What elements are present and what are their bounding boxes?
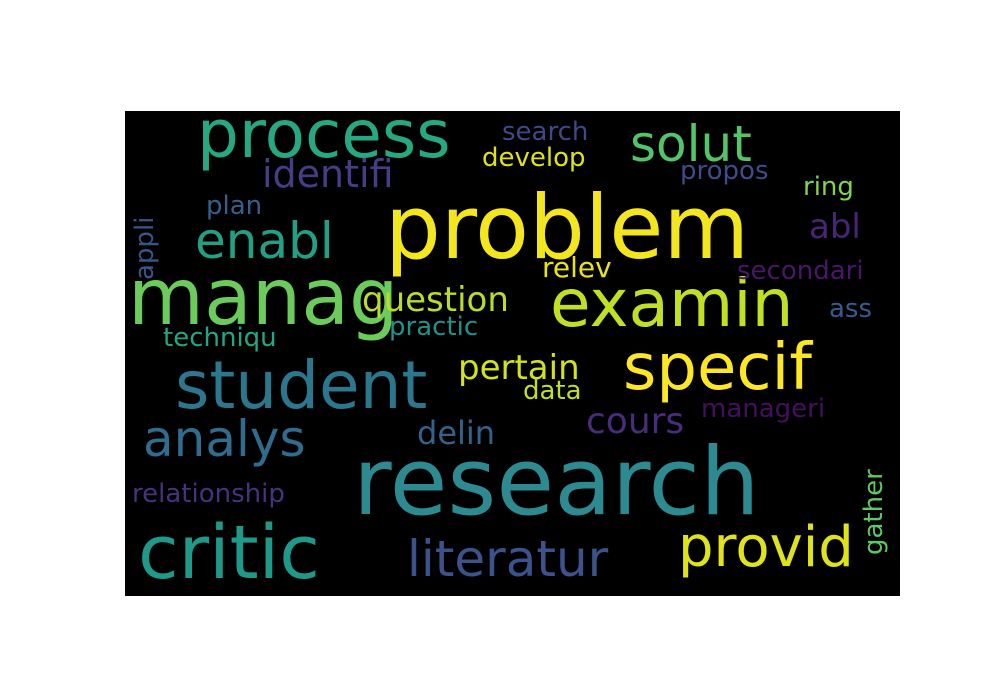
word-secondari: secondari	[737, 256, 864, 286]
word-process: process	[197, 111, 451, 173]
word-critic: critic	[138, 510, 320, 596]
word-practic: practic	[389, 312, 479, 342]
word-analys: analys	[143, 410, 306, 468]
word-enabl: enabl	[195, 212, 334, 270]
word-provid: provid	[678, 515, 854, 580]
word-manageri: manageri	[701, 394, 826, 424]
word-identifi: identifi	[262, 152, 394, 196]
word-problem: problem	[385, 176, 750, 279]
word-appli: appli	[130, 216, 160, 280]
word-examin: examin	[550, 265, 794, 342]
word-abl: abl	[809, 207, 861, 247]
word-techniqu: techniqu	[163, 323, 277, 353]
word-student: student	[175, 347, 428, 424]
word-question: question	[362, 280, 509, 320]
word-ass: ass	[829, 294, 873, 324]
word-propos: propos	[680, 156, 769, 186]
word-relev: relev	[542, 251, 612, 284]
word-gather: gather	[859, 469, 889, 555]
word-plan: plan	[206, 191, 263, 221]
word-develop: develop	[482, 143, 586, 173]
word-research: research	[353, 428, 760, 537]
word-delin: delin	[417, 414, 496, 452]
word-cloud: research problem manag process examin cr…	[125, 111, 900, 596]
word-solut: solut	[630, 115, 752, 173]
word-cours: cours	[586, 401, 685, 442]
word-specif: specif	[623, 331, 812, 405]
word-ring: ring	[803, 172, 854, 202]
word-data: data	[523, 376, 582, 406]
word-pertain: pertain	[458, 348, 580, 388]
word-relationship: relationship	[132, 479, 285, 509]
word-literatur: literatur	[407, 530, 609, 588]
word-search: search	[502, 117, 589, 147]
word-manag: manag	[128, 253, 399, 343]
